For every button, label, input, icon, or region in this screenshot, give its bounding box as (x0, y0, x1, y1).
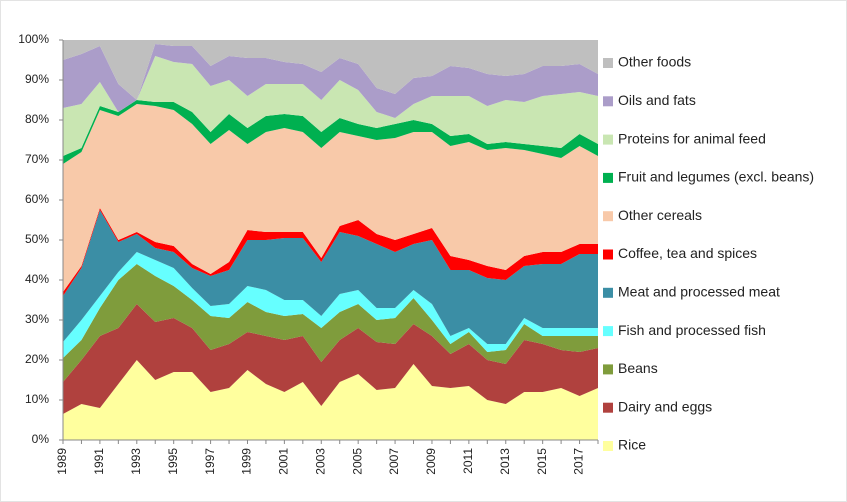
y-tick-label: 40% (25, 272, 49, 286)
legend-label: Fruit and legumes (excl. beans) (618, 169, 814, 185)
area (63, 210, 598, 344)
x-tick-label: 2011 (461, 448, 475, 474)
x-tick-label: 1991 (92, 448, 106, 475)
y-tick-label: 30% (25, 312, 49, 326)
area (63, 40, 598, 100)
legend-swatch (603, 326, 613, 337)
x-tick-label: 2013 (498, 448, 512, 475)
x-tick-label: 1993 (129, 448, 143, 475)
x-tick-label: 1997 (203, 448, 217, 475)
area (63, 104, 598, 292)
legend-label: Coffee, tea and spices (618, 245, 757, 261)
x-tick-label: 2017 (572, 448, 586, 475)
y-tick-label: 0% (32, 432, 50, 446)
legend-swatch (603, 211, 613, 222)
x-tick-label: 2015 (535, 448, 549, 475)
legend-label: Oils and fats (618, 92, 696, 108)
legend-label: Other foods (618, 54, 691, 70)
y-tick-label: 60% (25, 192, 49, 206)
legend-swatch (603, 134, 613, 145)
area (63, 360, 598, 440)
legend-swatch (603, 402, 613, 413)
x-tick-label: 1995 (166, 448, 180, 475)
legend-swatch (603, 287, 613, 298)
x-tick-label: 2007 (387, 448, 401, 475)
x-tick-label: 2001 (277, 448, 291, 475)
y-tick-label: 70% (25, 152, 49, 166)
x-tick-label: 1999 (240, 448, 254, 475)
x-tick-label: 1989 (55, 448, 69, 475)
legend-swatch (603, 441, 613, 451)
legend-label: Meat and processed meat (618, 284, 780, 300)
legend-label: Proteins for animal feed (618, 130, 766, 146)
x-tick-label: 2005 (350, 448, 364, 475)
legend-swatch (603, 172, 613, 183)
legend-label: Dairy and eggs (618, 398, 712, 414)
y-tick-label: 20% (25, 352, 49, 366)
y-tick-label: 100% (18, 32, 49, 46)
x-tick-label: 2009 (424, 448, 438, 475)
area (63, 44, 598, 118)
legend-swatch (603, 364, 613, 375)
legend-label: Rice (618, 437, 646, 453)
x-tick-label: 2003 (313, 448, 327, 475)
y-tick-label: 90% (25, 72, 49, 86)
area (63, 100, 598, 164)
y-tick-label: 10% (25, 392, 49, 406)
y-tick-label: 50% (25, 232, 49, 246)
legend-swatch (603, 249, 613, 260)
legend-label: Fish and processed fish (618, 322, 766, 338)
legend-swatch (603, 58, 613, 68)
legend-label: Other cereals (618, 207, 702, 223)
legend-swatch (603, 96, 613, 107)
y-tick-label: 80% (25, 112, 49, 126)
legend-label: Beans (618, 360, 658, 376)
area (63, 56, 598, 156)
area (63, 304, 598, 414)
area (63, 264, 598, 382)
